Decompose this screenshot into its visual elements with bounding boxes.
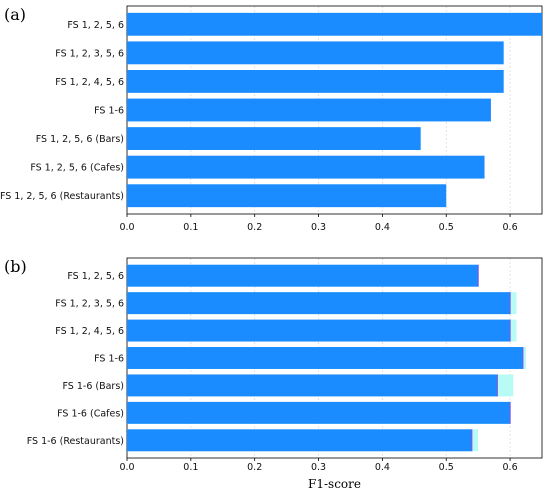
- x-tick-label: 0.2: [247, 222, 262, 233]
- bar: [127, 374, 498, 397]
- category-label: FS 1, 2, 5, 6 (Restaurants): [0, 191, 124, 202]
- bar: [127, 292, 511, 315]
- bar: [127, 41, 504, 65]
- panel-b-x-axis-title: F1-score: [308, 477, 361, 491]
- category-label: FS 1-6 (Bars): [63, 381, 125, 392]
- x-tick-label: 0.0: [119, 462, 134, 473]
- x-tick-label: 0.6: [503, 222, 518, 233]
- bar: [127, 429, 472, 452]
- bar: [127, 184, 447, 208]
- panel-b-category-labels: FS 1, 2, 5, 6 FS 1, 2, 3, 5, 6 FS 1, 2, 4,…: [27, 271, 124, 447]
- category-label: FS 1, 2, 5, 6: [67, 271, 124, 282]
- bar: [127, 264, 479, 287]
- x-tick-label: 0.1: [183, 462, 198, 473]
- category-label: FS 1-6 (Cafes): [57, 408, 124, 419]
- category-label: FS 1-6: [94, 106, 124, 117]
- bar: [127, 127, 421, 150]
- category-label: FS 1, 2, 5, 6: [67, 20, 124, 31]
- x-tick-label: 0.5: [439, 462, 454, 473]
- x-tick-label: 0.1: [183, 222, 198, 233]
- x-tick-label: 0.6: [503, 462, 518, 473]
- bar: [127, 98, 491, 122]
- panel-b: (b) FS 1, 2, 5, 6FS 1, 2, 3, 5, 6FS 1, 2…: [4, 257, 543, 491]
- bar: [127, 12, 542, 36]
- category-label: FS 1, 2, 3, 5, 6: [55, 299, 124, 310]
- bar: [127, 401, 511, 424]
- category-label: FS 1, 2, 5, 6 (Bars): [36, 134, 124, 145]
- category-label: FS 1, 2, 5, 6 (Cafes): [30, 163, 124, 174]
- x-tick-label: 0.0: [119, 222, 134, 233]
- category-label: FS 1, 2, 3, 5, 6: [55, 48, 124, 59]
- panel-b-x-ticks: 0.0 0.1 0.2 0.3 0.4 0.5 0.6: [119, 458, 518, 473]
- x-tick-label: 0.2: [247, 462, 262, 473]
- bar: [127, 319, 511, 342]
- category-label: FS 1-6 (Restaurants): [27, 436, 124, 447]
- bar: [127, 70, 504, 93]
- panel-b-label: (b): [4, 257, 27, 276]
- panel-a-x-ticks: 0.0 0.1 0.2 0.3 0.4 0.5 0.6: [119, 214, 518, 233]
- x-tick-label: 0.3: [311, 222, 326, 233]
- category-label: FS 1, 2, 4, 5, 6: [55, 326, 124, 337]
- panel-a-category-labels: FS 1, 2, 5, 6 FS 1, 2, 3, 5, 6 FS 1, 2, 4,…: [0, 20, 124, 202]
- panel-a-bars: [127, 12, 542, 208]
- category-label: FS 1, 2, 4, 5, 6: [55, 77, 124, 88]
- category-label: FS 1-6: [94, 354, 124, 365]
- panel-b-bars: [127, 264, 527, 452]
- x-tick-label: 0.4: [375, 222, 390, 233]
- bar: [127, 347, 523, 369]
- x-tick-label: 0.5: [439, 222, 454, 233]
- panel-a: (a) FS 1, 2, 5, 6FS 1, 2, 3, 5, 6FS 1, 2…: [0, 5, 543, 233]
- bar: [127, 155, 485, 179]
- x-tick-label: 0.4: [375, 462, 390, 473]
- x-tick-label: 0.3: [311, 462, 326, 473]
- panel-a-label: (a): [4, 5, 26, 24]
